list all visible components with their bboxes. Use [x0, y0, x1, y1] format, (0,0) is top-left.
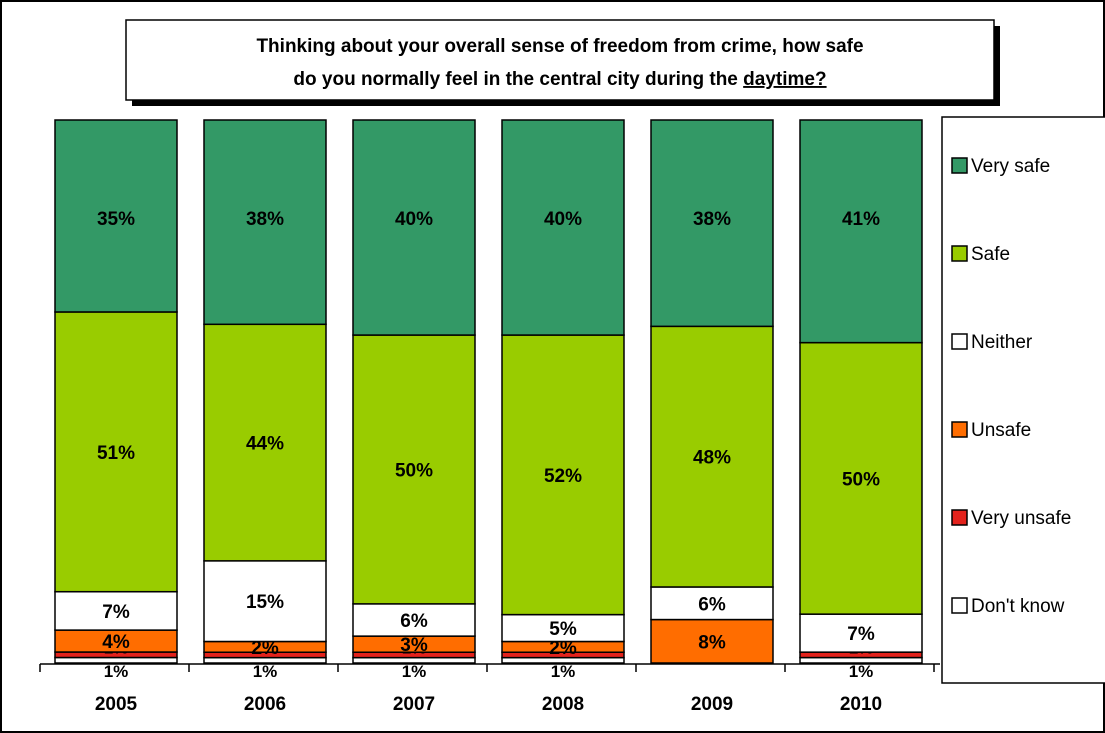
label-unsafe-2008: 2%: [549, 638, 577, 659]
x-tick-label-2008: 2008: [542, 694, 584, 715]
label-neither-2006: 15%: [246, 592, 284, 613]
label-safe-2009: 48%: [693, 448, 731, 469]
legend: Very safe Safe Neither Unsafe Very unsafe Don…: [941, 116, 1105, 684]
bar-very-safe-2010: [799, 119, 923, 344]
bar-neither-2006: [203, 560, 327, 643]
legend-swatch-unsafe: [951, 421, 968, 438]
label-very-safe-2008: 40%: [544, 209, 582, 230]
legend-items: Very safe Safe Neither Unsafe Very unsafe Don…: [951, 156, 1071, 617]
title-box: [125, 19, 995, 101]
legend-swatch-don-t-know: [951, 597, 968, 614]
label-safe-2010: 50%: [842, 469, 880, 490]
x-tick-label-2005: 2005: [95, 694, 138, 715]
label-neither-2009: 6%: [698, 594, 726, 615]
legend-label-neither: Neither: [971, 332, 1033, 353]
x-tick-label-2009: 2009: [691, 694, 733, 715]
bar-neither-2009: [650, 586, 774, 621]
legend-label-very-unsafe: Very unsafe: [971, 508, 1071, 529]
bar-unsafe-2009: [650, 618, 774, 664]
label-neither-2007: 6%: [400, 611, 428, 632]
legend-label-unsafe: Unsafe: [971, 420, 1031, 441]
label-don-t-know-2010: 1%: [849, 662, 874, 681]
legend-swatch-neither: [951, 333, 968, 350]
legend-swatch-safe: [951, 245, 968, 262]
label-very-safe-2010: 41%: [842, 209, 880, 230]
legend-label-very-safe: Very safe: [971, 156, 1050, 177]
label-unsafe-2007: 3%: [400, 635, 428, 656]
bar-very-safe-2007: [352, 119, 476, 336]
title-line-2: do you normally feel in the central city…: [293, 69, 826, 90]
label-safe-2005: 51%: [97, 443, 135, 464]
legend-swatch-very-unsafe: [951, 509, 968, 526]
bar-very-safe-2008: [501, 119, 625, 336]
bar-safe-2008: [501, 334, 625, 616]
title-line-1: Thinking about your overall sense of fre…: [256, 36, 863, 57]
label-safe-2008: 52%: [544, 466, 582, 487]
x-axis: 2005 2006 2007 2008 2009 2010: [39, 663, 940, 715]
x-tick-label-2007: 2007: [393, 694, 435, 715]
legend-label-don-t-know: Don't know: [971, 596, 1065, 617]
legend-label-safe: Safe: [971, 244, 1010, 265]
label-don-t-know-2007: 1%: [402, 662, 427, 681]
label-unsafe-2006: 2%: [251, 638, 279, 659]
bar-very-safe-2005: [54, 119, 178, 313]
label-very-safe-2009: 38%: [693, 209, 731, 230]
title-line-2-text: do you normally feel in the central city…: [293, 69, 743, 90]
bar-safe-2007: [352, 334, 476, 605]
x-tick-label-2010: 2010: [840, 694, 882, 715]
x-tick-label-2006: 2006: [244, 694, 286, 715]
label-neither-2010: 7%: [847, 624, 875, 645]
chart-title: Thinking about your overall sense of fre…: [125, 19, 1000, 106]
label-don-t-know-2006: 1%: [253, 662, 278, 681]
label-unsafe-2005: 4%: [102, 632, 130, 653]
plot-area: 1%1%4%7%51%35%1%1%2%15%44%38%1%1%3%6%50%…: [54, 119, 923, 681]
legend-box: [941, 116, 1105, 684]
label-very-safe-2007: 40%: [395, 209, 433, 230]
bar-safe-2010: [799, 341, 923, 615]
bar-very-safe-2006: [203, 119, 327, 326]
label-don-t-know-2005: 1%: [104, 662, 129, 681]
legend-swatch-very-safe: [951, 157, 968, 174]
title-line-2-underlined: daytime?: [743, 69, 826, 90]
label-safe-2007: 50%: [395, 460, 433, 481]
label-don-t-know-2008: 1%: [551, 662, 576, 681]
label-neither-2008: 5%: [549, 619, 577, 640]
bar-very-safe-2009: [650, 119, 774, 328]
label-very-safe-2006: 38%: [246, 209, 284, 230]
label-unsafe-2009: 8%: [698, 632, 726, 653]
label-safe-2006: 44%: [246, 434, 284, 455]
bar-safe-2006: [203, 323, 327, 562]
bar-safe-2005: [54, 311, 178, 593]
bar-neither-2005: [54, 590, 178, 631]
label-very-safe-2005: 35%: [97, 209, 135, 230]
label-neither-2005: 7%: [102, 602, 130, 623]
